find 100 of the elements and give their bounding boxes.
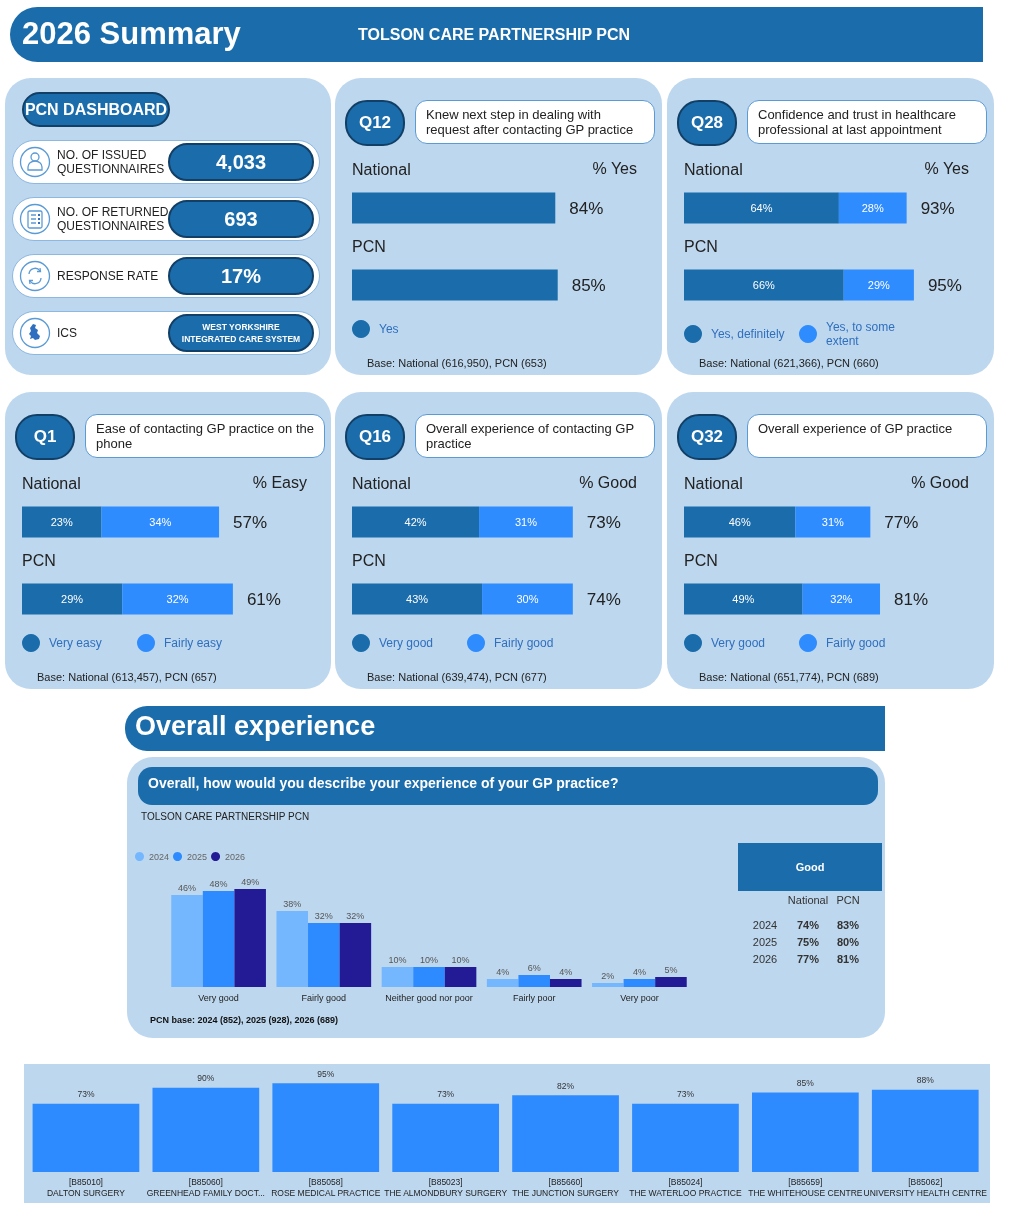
data-label: 30%: [516, 593, 539, 605]
bar: [152, 1087, 260, 1172]
legend-label: Very good: [711, 636, 766, 650]
chart-title: Q1: [15, 414, 75, 460]
text: RESPONSE RATE: [57, 269, 159, 283]
bar: [276, 911, 309, 987]
text: NO. OF RETURNED QUESTIONNAIRES: [57, 205, 169, 233]
total-label: 73%: [586, 512, 621, 532]
total-label: 61%: [246, 589, 281, 609]
text: 83%: [836, 919, 860, 931]
data-label: 90%: [197, 1073, 215, 1084]
chart-title: Q12: [345, 100, 405, 146]
data-label: 73%: [77, 1089, 95, 1100]
chart-title: Overall experience: [125, 706, 885, 751]
chart-title: Q28: [677, 100, 737, 146]
text: % Easy: [252, 474, 307, 492]
legend-label: Yes, to some extent: [826, 320, 899, 348]
legend-label: Fairly good: [826, 636, 886, 650]
data-label: 73%: [676, 1089, 695, 1100]
bar: [486, 979, 519, 987]
bar: [32, 1103, 140, 1172]
total-label: 74%: [586, 589, 621, 609]
data-label: 4%: [496, 966, 510, 977]
bar: [339, 923, 372, 987]
bar: [444, 967, 477, 987]
text: 80%: [836, 936, 860, 948]
bar: [392, 1103, 500, 1172]
chart-subtitle: Overall, how would you describe your experience of your GP practice?: [138, 767, 878, 805]
total-label: 77%: [884, 512, 919, 532]
legend-label: 2026: [225, 851, 246, 862]
bar: [202, 891, 235, 987]
text: 75%: [796, 936, 820, 948]
legend-label: Very good: [379, 636, 434, 650]
chart-subtitle: Overall experience of contacting GP practice: [426, 421, 634, 451]
y-tick-label: National: [684, 160, 743, 178]
text: % Good: [911, 474, 969, 492]
text: 77%: [796, 953, 820, 965]
bar: [549, 979, 582, 987]
data-label: 95%: [317, 1068, 335, 1079]
data-label: 2%: [601, 970, 615, 981]
data-label: 29%: [867, 279, 891, 291]
data-label: 42%: [404, 516, 427, 528]
text: TOLSON CARE PARTNERSHIP PCN: [358, 26, 631, 44]
total-label: 57%: [233, 512, 268, 532]
data-label: 34%: [149, 516, 172, 528]
data-label: 32%: [314, 910, 333, 921]
x-tick-label: [B85060] GREENHEAD FAMILY DOCT...: [146, 1176, 265, 1198]
data-label: 66%: [752, 279, 776, 291]
data-label: 5%: [664, 964, 678, 975]
text: NO. OF ISSUED QUESTIONNAIRES: [57, 148, 166, 176]
data-label: 32%: [830, 593, 853, 605]
data-label: 10%: [419, 954, 439, 965]
data-label: 64%: [750, 202, 773, 214]
data-label: 4%: [632, 966, 646, 977]
text: % Yes: [924, 160, 969, 178]
text: % Good: [579, 474, 637, 492]
text: National: [787, 894, 829, 906]
data-label: 10%: [388, 954, 407, 965]
legend-label: Yes: [379, 322, 399, 336]
data-label: 85%: [571, 275, 606, 295]
legend-label: Yes, definitely: [711, 327, 785, 341]
bar: [623, 979, 656, 987]
legend-label: Very easy: [49, 636, 102, 650]
bar: [308, 923, 340, 987]
text: 17%: [220, 265, 262, 287]
data-label: 46%: [178, 882, 197, 893]
bar: [655, 977, 687, 987]
x-tick-label: [B85660] THE JUNCTION SURGERY: [512, 1176, 620, 1198]
data-label: 29%: [61, 593, 84, 605]
text: PCN DASHBOARD: [22, 92, 170, 127]
text: % Yes: [592, 160, 637, 178]
text: 2026 Summary: [22, 16, 241, 52]
data-label: 49%: [241, 876, 260, 887]
data-label: 48%: [209, 878, 228, 889]
data-label: 46%: [728, 516, 751, 528]
text: Base: National (639,474), PCN (677): [367, 671, 547, 683]
x-tick-label: [B85023] THE ALMONDBURY SURGERY: [384, 1176, 508, 1198]
x-tick-label: Neither good nor poor: [385, 992, 473, 1003]
bar: [381, 967, 414, 987]
total-label: 81%: [894, 589, 929, 609]
text: Base: National (621,366), PCN (660): [699, 357, 879, 369]
text: Base: National (613,457), PCN (657): [37, 671, 217, 683]
bar: [171, 895, 203, 987]
x-tick-label: [B85058] ROSE MEDICAL PRACTICE: [271, 1176, 381, 1198]
bar: [752, 1092, 859, 1172]
text: 74%: [796, 919, 820, 931]
text: 2025: [752, 936, 778, 948]
chart-subtitle: Ease of contacting GP practice on the phone: [96, 421, 315, 451]
data-label: 82%: [557, 1080, 575, 1091]
data-label: 31%: [821, 516, 845, 528]
text: TOLSON CARE PARTNERSHIP PCN: [141, 811, 310, 822]
text: Base: National (651,774), PCN (689): [699, 671, 879, 683]
total-label: 93%: [920, 198, 955, 218]
y-tick-label: National: [352, 474, 411, 492]
data-label: 38%: [283, 898, 302, 909]
legend-label: 2024: [149, 851, 170, 862]
bar: [871, 1089, 979, 1172]
text: PCN: [836, 894, 860, 906]
y-tick-label: PCN: [352, 237, 386, 255]
data-label: 23%: [50, 516, 73, 528]
